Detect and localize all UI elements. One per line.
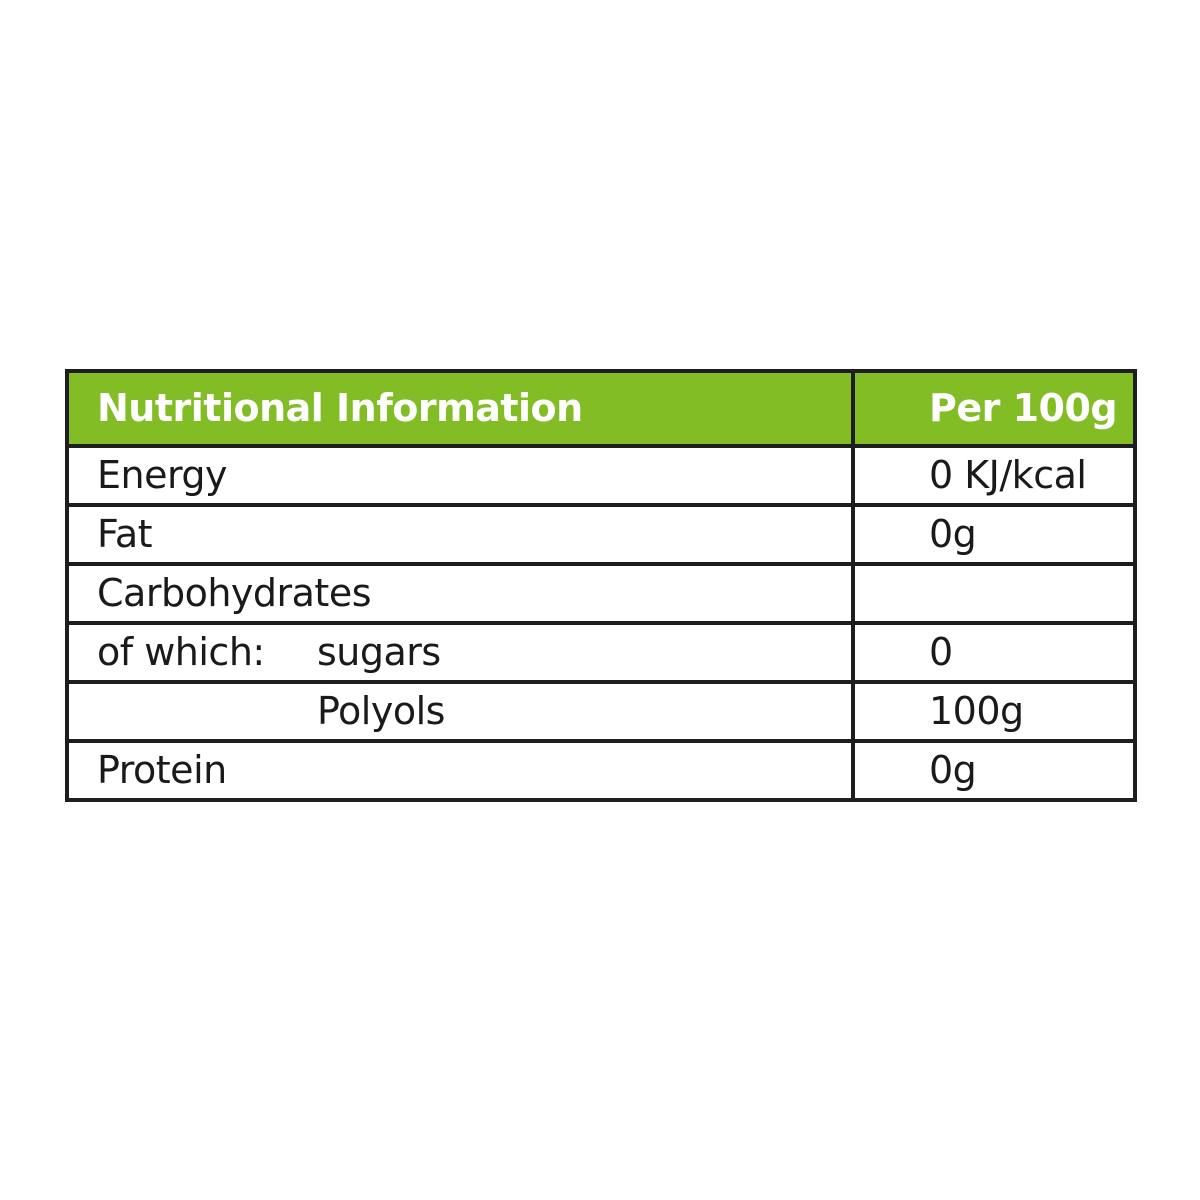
row-label: Protein [65, 739, 855, 802]
table-row: Protein 0g [65, 739, 1137, 802]
row-label: Energy [65, 444, 855, 507]
nutrition-table: Nutritional Information Per 100g Energy … [65, 369, 1137, 802]
row-label: of which: sugars [65, 621, 855, 684]
table-row: of which: sugars 0 [65, 621, 1137, 684]
row-prefix: of which: [97, 630, 265, 674]
row-label: Fat [65, 503, 855, 566]
table-row: Carbohydrates [65, 562, 1137, 625]
table-row: Energy 0 KJ/kcal [65, 444, 1137, 507]
row-label: Carbohydrates [65, 562, 855, 625]
header-row: Nutritional Information Per 100g [65, 369, 1137, 448]
table-row: Polyols 100g [65, 680, 1137, 743]
row-sublabel: Polyols [65, 680, 855, 743]
header-per-100g: Per 100g [851, 369, 1137, 448]
table-row: Fat 0g [65, 503, 1137, 566]
row-sublabel: sugars [317, 630, 441, 674]
row-value: 0 [851, 621, 1137, 684]
row-value: 0g [851, 503, 1137, 566]
header-nutritional-information: Nutritional Information [65, 369, 855, 448]
row-value: 0g [851, 739, 1137, 802]
row-value: 100g [851, 680, 1137, 743]
row-value [851, 562, 1137, 625]
row-value: 0 KJ/kcal [851, 444, 1137, 507]
